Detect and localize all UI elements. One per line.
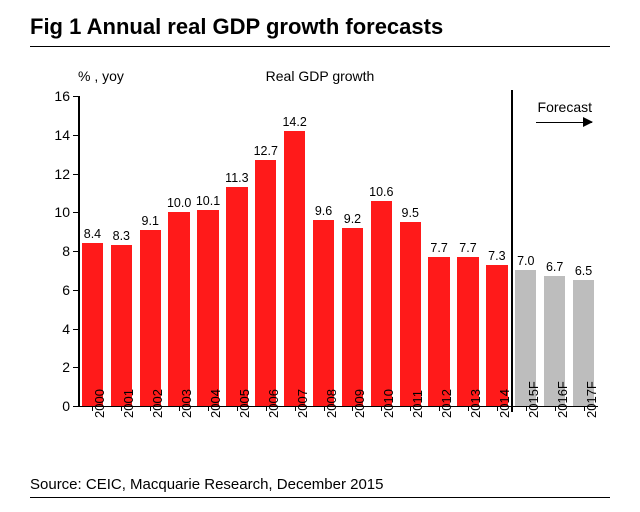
ytick-mark xyxy=(73,290,78,291)
bar-historical: 9.1 xyxy=(140,230,161,406)
bar-historical: 7.7 xyxy=(457,257,478,406)
bar-value-label: 12.7 xyxy=(254,144,278,158)
bar-value-label: 9.6 xyxy=(315,204,332,218)
bar-historical: 11.3 xyxy=(226,187,247,406)
bar-value-label: 8.4 xyxy=(84,227,101,241)
ytick-mark xyxy=(73,96,78,97)
ytick-mark xyxy=(73,367,78,368)
xtick-label: 2007 xyxy=(295,389,310,418)
ytick-mark xyxy=(73,251,78,252)
bar-value-label: 14.2 xyxy=(282,115,306,129)
bar-value-label: 6.5 xyxy=(575,264,592,278)
bar-value-label: 7.0 xyxy=(517,254,534,268)
xtick-label: 2012 xyxy=(439,389,454,418)
bar-value-label: 10.6 xyxy=(369,185,393,199)
bar-historical: 9.6 xyxy=(313,220,334,406)
forecast-arrow-icon xyxy=(536,122,592,123)
ytick-mark xyxy=(73,406,78,407)
bar-historical: 12.7 xyxy=(255,160,276,406)
bar-value-label: 9.2 xyxy=(344,212,361,226)
xtick-label: 2009 xyxy=(352,389,367,418)
plot-area: Forecast 02468101214168.420008.320019.12… xyxy=(78,96,598,407)
bar-historical: 7.3 xyxy=(486,265,507,406)
forecast-label: Forecast xyxy=(538,99,592,115)
bar-value-label: 11.3 xyxy=(225,171,248,185)
ytick-label: 16 xyxy=(40,88,70,104)
ytick-label: 12 xyxy=(40,166,70,182)
bar-historical: 14.2 xyxy=(284,131,305,406)
figure-title: Fig 1 Annual real GDP growth forecasts xyxy=(30,14,610,47)
ytick-mark xyxy=(73,135,78,136)
xtick-label: 2006 xyxy=(266,389,281,418)
bar-value-label: 10.1 xyxy=(196,194,220,208)
bar-value-label: 6.7 xyxy=(546,260,563,274)
source-line: Source: CEIC, Macquarie Research, Decemb… xyxy=(30,476,610,498)
ytick-mark xyxy=(73,329,78,330)
xtick-label: 2013 xyxy=(468,389,483,418)
bar-historical: 10.1 xyxy=(197,210,218,406)
forecast-divider xyxy=(511,90,513,412)
y-axis-line xyxy=(78,96,80,406)
bar-value-label: 9.5 xyxy=(402,206,419,220)
ytick-label: 4 xyxy=(40,321,70,337)
gdp-chart: % , yoy Real GDP growth Forecast 0246810… xyxy=(30,62,610,462)
xtick-label: 2017F xyxy=(584,381,599,418)
ytick-label: 2 xyxy=(40,359,70,375)
xtick-label: 2005 xyxy=(237,389,252,418)
bar-historical: 10.0 xyxy=(168,212,189,406)
xtick-label: 2000 xyxy=(92,389,107,418)
xtick-label: 2016F xyxy=(555,381,570,418)
xtick-label: 2001 xyxy=(121,389,136,418)
bar-historical: 7.7 xyxy=(428,257,449,406)
ytick-label: 8 xyxy=(40,243,70,259)
xtick-label: 2004 xyxy=(208,389,223,418)
ytick-label: 14 xyxy=(40,127,70,143)
bar-value-label: 9.1 xyxy=(142,214,159,228)
bar-historical: 9.5 xyxy=(400,222,421,406)
bar-value-label: 10.0 xyxy=(167,196,191,210)
bar-value-label: 8.3 xyxy=(113,229,130,243)
bar-historical: 8.3 xyxy=(111,245,132,406)
xtick-label: 2008 xyxy=(324,389,339,418)
bar-historical: 9.2 xyxy=(342,228,363,406)
bar-value-label: 7.3 xyxy=(488,249,505,263)
bar-value-label: 7.7 xyxy=(459,241,476,255)
xtick-label: 2015F xyxy=(526,381,541,418)
xtick-label: 2002 xyxy=(150,389,165,418)
chart-subtitle: Real GDP growth xyxy=(30,68,610,84)
bar-value-label: 7.7 xyxy=(430,241,447,255)
bar-historical: 10.6 xyxy=(371,201,392,406)
ytick-label: 6 xyxy=(40,282,70,298)
ytick-mark xyxy=(73,212,78,213)
xtick-label: 2003 xyxy=(179,389,194,418)
ytick-label: 0 xyxy=(40,398,70,414)
ytick-mark xyxy=(73,174,78,175)
xtick-label: 2011 xyxy=(410,390,425,418)
ytick-label: 10 xyxy=(40,204,70,220)
xtick-label: 2014 xyxy=(497,389,512,418)
xtick-label: 2010 xyxy=(381,389,396,418)
bar-historical: 8.4 xyxy=(82,243,103,406)
